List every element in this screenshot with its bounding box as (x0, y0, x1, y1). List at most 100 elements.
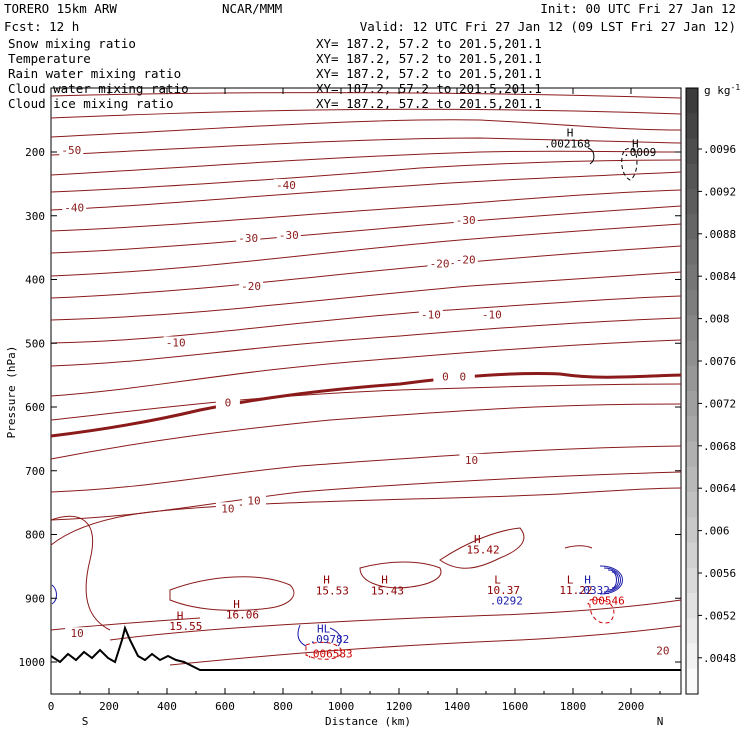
temperature-contour (50, 295, 682, 344)
y-tick-label: 600 (25, 401, 45, 414)
cloud-water-contour (603, 567, 621, 593)
temperature-label-bg (236, 231, 261, 244)
temperature-label-bg (453, 253, 478, 266)
temperature-label-bg (163, 336, 188, 349)
y-tick-label: 900 (25, 592, 45, 605)
south-endpoint: S (82, 715, 89, 728)
extremum-label: H (474, 533, 481, 546)
colorbar-label: .0068 (703, 440, 736, 453)
x-tick-label: 400 (157, 700, 177, 713)
cloud-ice-contour (621, 147, 638, 181)
cloud-water-contour (611, 571, 617, 589)
temperature-contour (169, 625, 682, 666)
x-axis: 0 200 400 600 800 1000 1200 1400 1600 1800 2000 (48, 88, 661, 713)
y-tick-label: 300 (25, 210, 45, 223)
x-tick-label: 0 (48, 700, 55, 713)
temperature-label: 10 (70, 627, 83, 640)
colorbar-label: .006 (703, 525, 730, 538)
temperature-contour (50, 92, 682, 99)
extremum-label: 15.55 (169, 620, 202, 633)
colorbar-swatch (686, 290, 698, 316)
temperature-label-bg (479, 308, 504, 321)
legend-xy: XY= 187.2, 57.2 to 201.5,201.1 (316, 66, 542, 81)
temperature-label: 0 (459, 370, 466, 383)
cloud-water-contour (51, 584, 57, 605)
colorbar-swatch (686, 618, 698, 644)
temperature-label: -10 (421, 308, 441, 321)
temperature-label: -50 (61, 144, 81, 157)
temperature-contour (359, 561, 442, 589)
colorbar-frame (685, 87, 699, 695)
temperature-label-bg (215, 396, 240, 409)
cloud-water-contour (599, 565, 623, 595)
cloud-ice-contour (587, 147, 595, 165)
extremum-label: H (381, 574, 388, 587)
temperature-label-bg (215, 502, 240, 515)
temperature-label: -40 (64, 201, 84, 214)
cloud-water-contour (329, 627, 342, 647)
colorbar: .0096 .0092 .0088 .0084 .008 .0076 .0072 .0068.… (685, 87, 736, 695)
temperature-contour (50, 383, 682, 421)
temperature-label: -20 (456, 254, 476, 267)
colorbar-label: .0052 (703, 609, 736, 622)
extremum-label: H (584, 574, 591, 587)
model-title: TORERO 15km ARW (4, 1, 117, 16)
temperature-contour (169, 576, 295, 611)
temperature-contour (50, 150, 682, 176)
colorbar-swatch (686, 365, 698, 392)
legend-name: Temperature (8, 51, 91, 66)
legend-xy: XY= 187.2, 57.2 to 201.5,201.1 (316, 51, 542, 66)
temperature-label-bg (459, 453, 484, 466)
extremum-label: 10.37 (487, 584, 520, 597)
temperature-label: -10 (482, 308, 502, 321)
colorbar-swatch (686, 163, 698, 190)
y-axis-label: Pressure (hPa) (5, 346, 18, 439)
temperature-label-bg (450, 370, 475, 383)
colorbar-swatch (686, 567, 698, 594)
x-tick-label: 1800 (560, 700, 587, 713)
legend: Snow mixing ratio XY= 187.2, 57.2 to 201… (8, 36, 542, 111)
colorbar-label: .0064 (703, 482, 736, 495)
extremum-label: .006583 (306, 648, 352, 661)
center-title: NCAR/MMM (222, 1, 282, 16)
forecast-hour: Fcst: 12 h (4, 19, 79, 34)
temperature-label: -30 (279, 229, 299, 242)
legend-xy: XY= 187.2, 57.2 to 201.5,201.1 (316, 96, 542, 111)
x-tick-label: 200 (99, 700, 119, 713)
extremum-label: H (233, 598, 240, 611)
temperature-label-bg (453, 214, 478, 227)
x-tick-label: 1000 (328, 700, 355, 713)
y-tick-label: 800 (25, 529, 45, 542)
hydrometeor-contours (51, 147, 638, 660)
extremum-label: L (494, 574, 501, 587)
temperature-contour (50, 403, 682, 460)
colorbar-swatch (686, 88, 698, 114)
colorbar-swatch (686, 340, 698, 367)
temperature-contour (50, 119, 682, 138)
colorbar-label: .0092 (703, 185, 736, 198)
x-tick-label: 2000 (618, 700, 645, 713)
temperature-label: -20 (430, 257, 450, 270)
temperature-contour (50, 223, 682, 277)
colorbar-swatch (686, 668, 698, 695)
rain-water-contour (305, 641, 343, 660)
temperature-label: -30 (456, 214, 476, 227)
colorbar-label: .0076 (703, 355, 736, 368)
colorbar-label: .0088 (703, 228, 736, 241)
y-tick-label: 500 (25, 337, 45, 350)
legend-xy: XY= 187.2, 57.2 to 201.5,201.1 (316, 36, 542, 51)
valid-time: Valid: 12 UTC Fri 27 Jan 12 (09 LST Fri … (360, 19, 736, 34)
temperature-contour (50, 271, 682, 321)
colorbar-unit: g kg-1 (704, 83, 740, 97)
temperature-contour (50, 487, 682, 546)
temperature-label: -40 (276, 179, 296, 192)
x-tick-label: 600 (215, 700, 235, 713)
temperature-label: 0 (442, 370, 449, 383)
extremum-label: L (567, 574, 574, 587)
temperature-contour (50, 171, 682, 211)
temperature-contour (439, 527, 525, 569)
colorbar-swatch (686, 113, 698, 139)
x-tick-label: 1200 (386, 700, 413, 713)
temperature-contour (50, 245, 682, 299)
temperature-label: 10 (247, 495, 260, 508)
